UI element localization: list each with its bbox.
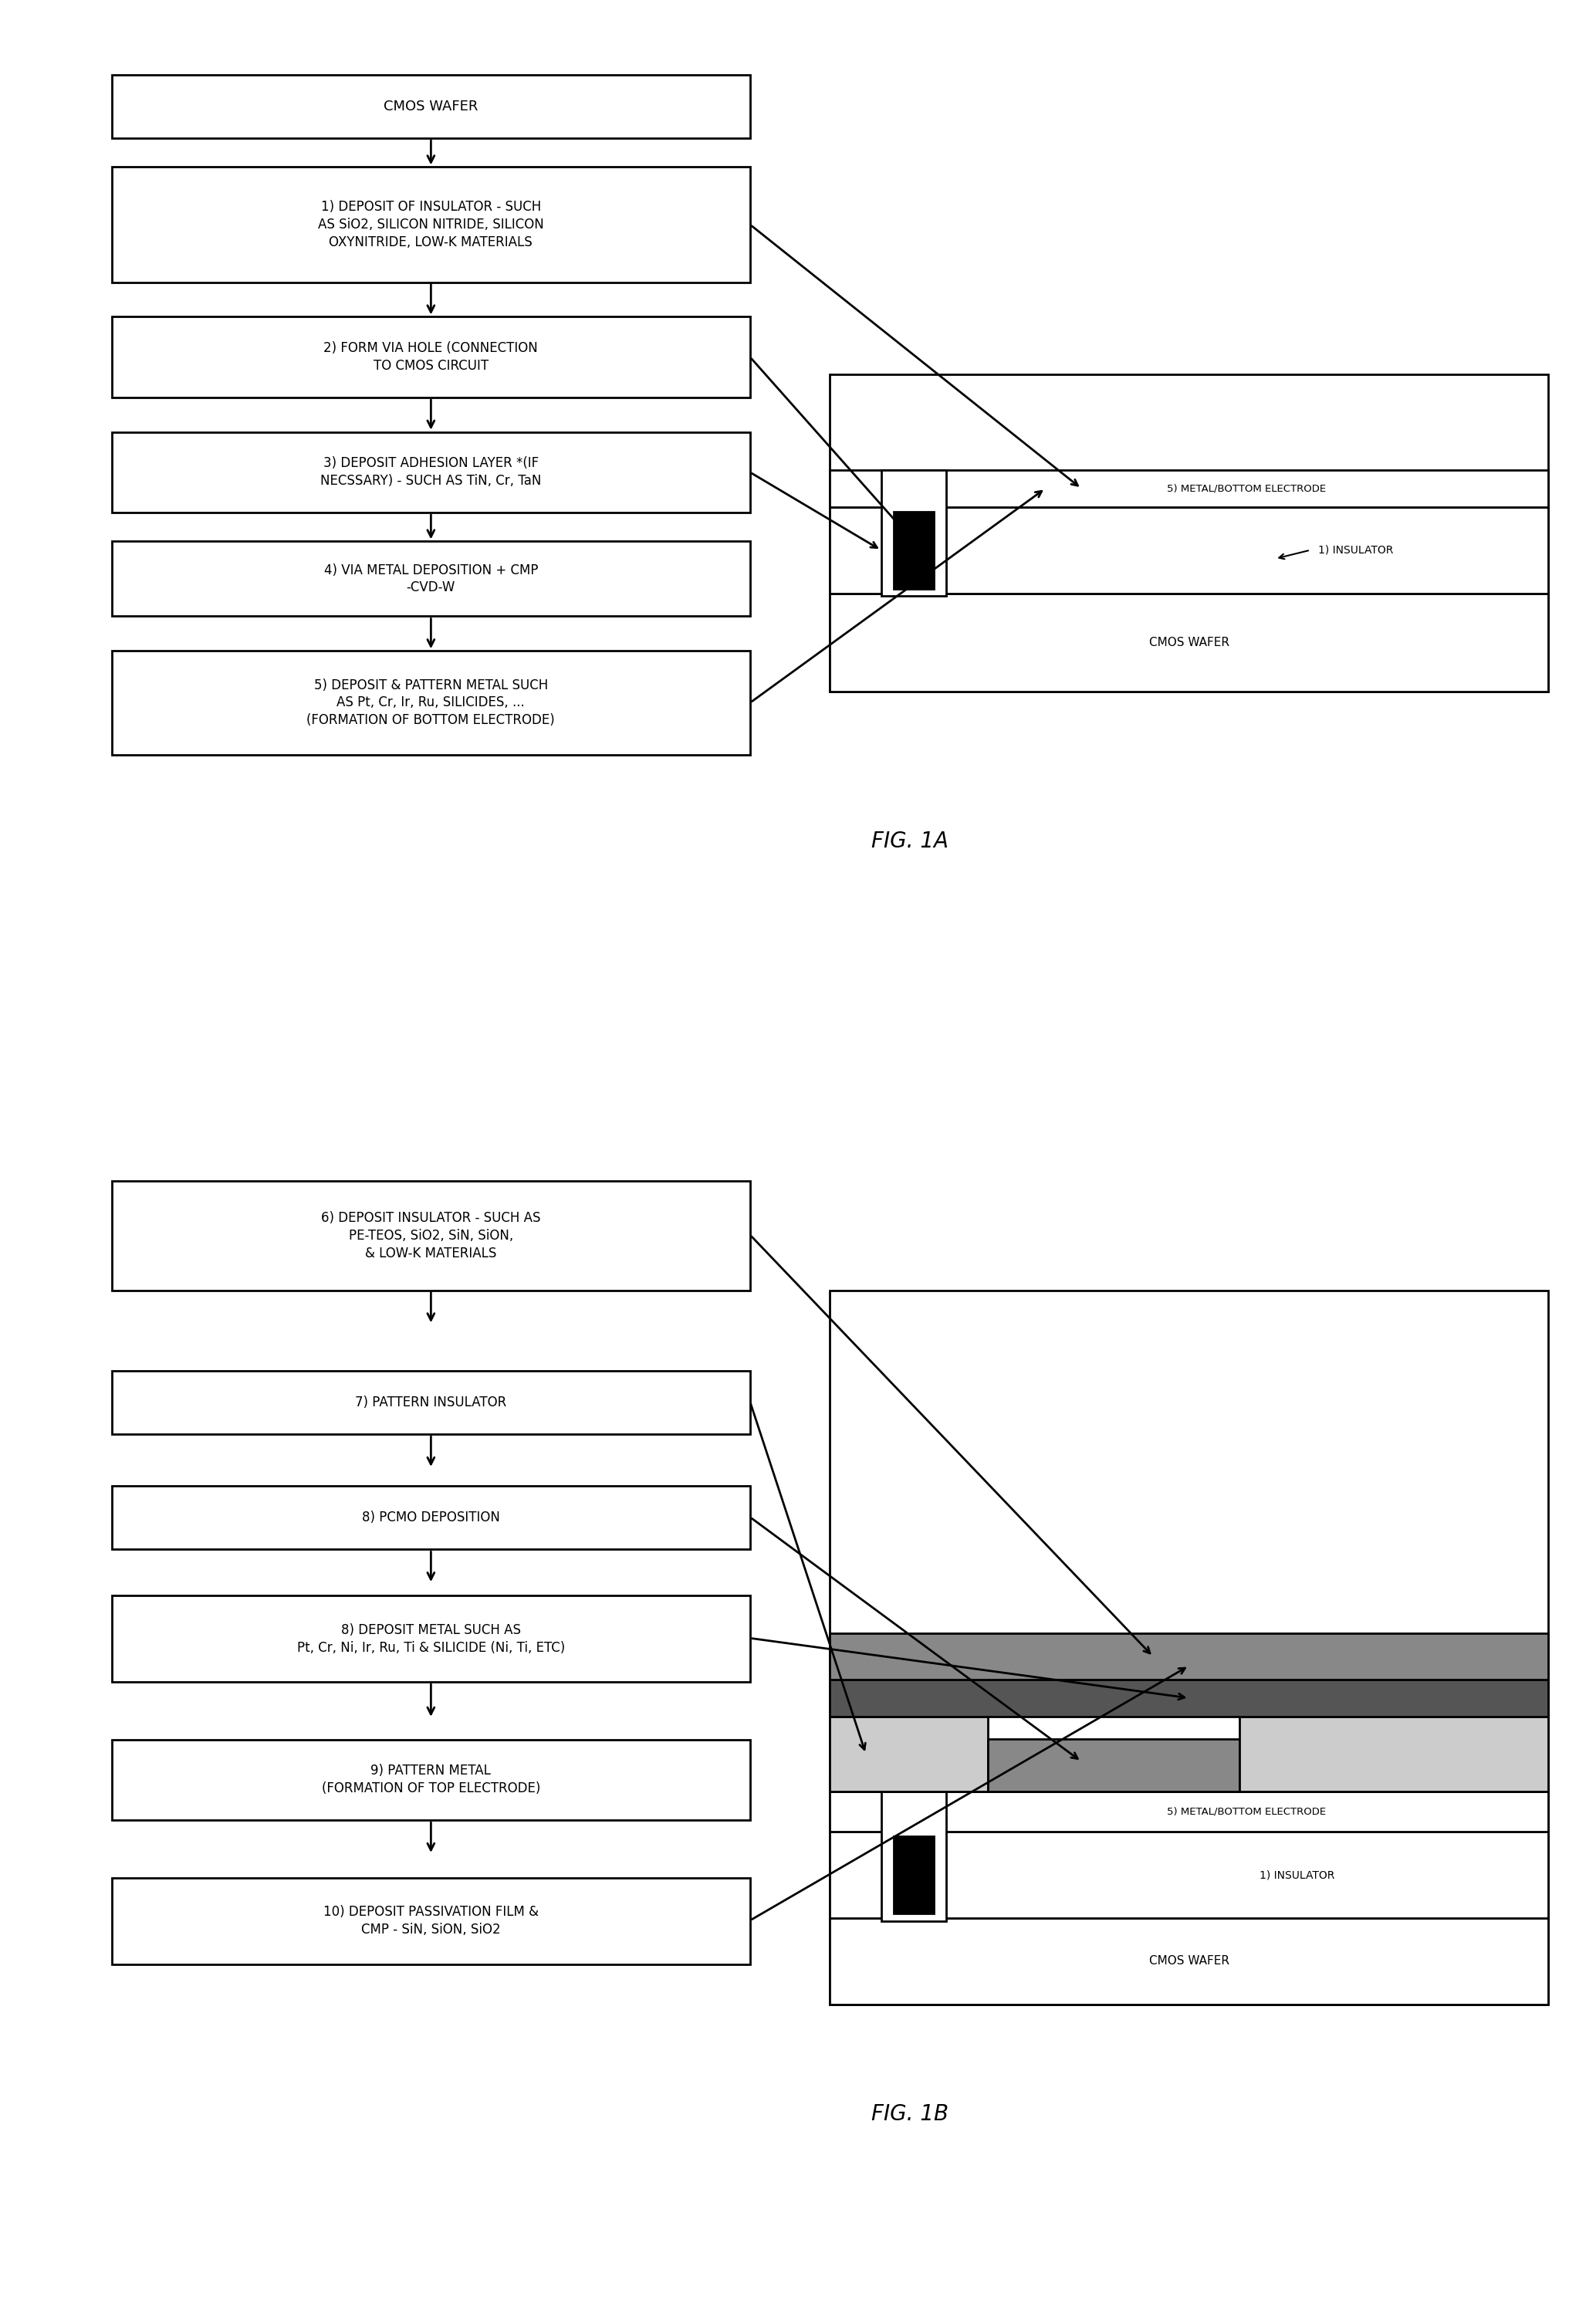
Text: CMOS WAFER: CMOS WAFER <box>383 99 479 113</box>
Bar <box>988 1740 1240 1793</box>
Bar <box>112 166 750 281</box>
Bar <box>112 541 750 617</box>
Bar <box>894 511 934 588</box>
Text: 1) INSULATOR: 1) INSULATOR <box>1318 544 1393 555</box>
Bar <box>830 1832 1548 1917</box>
Bar <box>1238 1716 1548 1793</box>
Bar <box>112 1594 750 1682</box>
Bar <box>112 1371 750 1433</box>
Bar <box>881 470 946 597</box>
Bar <box>881 1793 946 1922</box>
Bar <box>830 1634 1548 1680</box>
Bar <box>830 592 1548 691</box>
Bar <box>830 507 1548 592</box>
Bar <box>112 1486 750 1548</box>
Text: 1) INSULATOR: 1) INSULATOR <box>1259 1869 1334 1880</box>
Bar <box>112 316 750 396</box>
Text: CMOS WAFER: CMOS WAFER <box>1149 1956 1229 1968</box>
Text: 10) DEPOSIT PASSIVATION FILM &
CMP - SiN, SiON, SiO2: 10) DEPOSIT PASSIVATION FILM & CMP - SiN… <box>324 1905 538 1938</box>
Text: 7) PATTERN INSULATOR: 7) PATTERN INSULATOR <box>356 1396 506 1410</box>
Bar <box>830 1781 1548 1793</box>
Text: FIG. 1A: FIG. 1A <box>871 829 948 852</box>
Text: 8) DEPOSIT METAL SUCH AS
Pt, Cr, Ni, Ir, Ru, Ti & SILICIDE (Ni, Ti, ETC): 8) DEPOSIT METAL SUCH AS Pt, Cr, Ni, Ir,… <box>297 1622 565 1654</box>
Text: 8) PCMO DEPOSITION: 8) PCMO DEPOSITION <box>362 1511 500 1525</box>
Bar <box>112 74 750 138</box>
Bar <box>830 1290 1548 2004</box>
Text: 4) VIA METAL DEPOSITION + CMP
-CVD-W: 4) VIA METAL DEPOSITION + CMP -CVD-W <box>324 562 538 594</box>
Text: 5) METAL/BOTTOM ELECTRODE: 5) METAL/BOTTOM ELECTRODE <box>1167 1806 1326 1816</box>
Bar <box>112 1180 750 1290</box>
Bar <box>112 1740 750 1820</box>
Bar <box>830 1680 1548 1716</box>
Bar <box>830 373 1548 691</box>
Bar <box>112 433 750 511</box>
Text: 1) DEPOSIT OF INSULATOR - SUCH
AS SiO2, SILICON NITRIDE, SILICON
OXYNITRIDE, LOW: 1) DEPOSIT OF INSULATOR - SUCH AS SiO2, … <box>318 200 544 249</box>
Bar <box>112 1878 750 1963</box>
Text: 5) METAL/BOTTOM ELECTRODE: 5) METAL/BOTTOM ELECTRODE <box>1167 484 1326 493</box>
Text: CMOS WAFER: CMOS WAFER <box>1149 636 1229 647</box>
Text: 5) DEPOSIT & PATTERN METAL SUCH
AS Pt, Cr, Ir, Ru, SILICIDES, ...
(FORMATION OF : 5) DEPOSIT & PATTERN METAL SUCH AS Pt, C… <box>306 677 555 728</box>
Text: 3) DEPOSIT ADHESION LAYER *(IF
NECSSARY) - SUCH AS TiN, Cr, TaN: 3) DEPOSIT ADHESION LAYER *(IF NECSSARY)… <box>321 456 541 488</box>
Text: 6) DEPOSIT INSULATOR - SUCH AS
PE-TEOS, SiO2, SiN, SiON,
& LOW-K MATERIALS: 6) DEPOSIT INSULATOR - SUCH AS PE-TEOS, … <box>321 1212 541 1260</box>
Bar <box>830 470 1548 507</box>
Bar <box>894 1836 934 1912</box>
Bar <box>830 1716 988 1793</box>
Bar <box>112 652 750 756</box>
Bar <box>830 1793 1548 1832</box>
Text: 2) FORM VIA HOLE (CONNECTION
TO CMOS CIRCUIT: 2) FORM VIA HOLE (CONNECTION TO CMOS CIR… <box>324 341 538 373</box>
Bar <box>830 1917 1548 2004</box>
Text: 9) PATTERN METAL
(FORMATION OF TOP ELECTRODE): 9) PATTERN METAL (FORMATION OF TOP ELECT… <box>321 1765 541 1795</box>
Text: FIG. 1B: FIG. 1B <box>871 2104 948 2124</box>
